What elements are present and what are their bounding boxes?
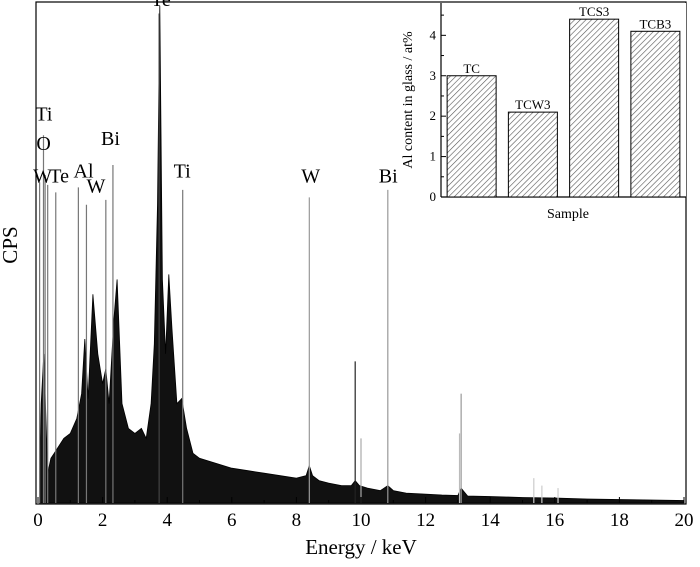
y-axis-title: CPS (0, 226, 22, 263)
peak-label: W (86, 175, 105, 197)
x-tick-label: 0 (33, 510, 43, 531)
x-tick-label: 8 (292, 510, 302, 531)
inset-bar (630, 30, 681, 198)
peak-label: Ti (35, 103, 53, 125)
peak-label: Ti (174, 160, 192, 182)
inset-y-tick-label: 0 (430, 189, 437, 204)
x-tick-label: 20 (675, 510, 694, 531)
inset-bar (507, 111, 558, 198)
inset-bar (446, 75, 497, 198)
inset-y-ticks-layer: 0 1 2 3 4 (430, 14, 446, 204)
inset-y-tick-label: 4 (430, 27, 437, 42)
inset-bar-label: TCB3 (639, 16, 671, 31)
peak-lines-layer (39, 13, 559, 503)
x-tick-label: 12 (416, 510, 435, 531)
peak-label: Te (49, 165, 69, 187)
inset-y-tick-label: 1 (430, 149, 437, 164)
x-tick-label: 14 (481, 510, 501, 531)
inset-bar (569, 18, 620, 198)
inset-bar-label: TCW3 (515, 97, 550, 112)
inset-bar-label: TC (463, 61, 480, 76)
spectrum-layer (39, 5, 685, 504)
inset-y-tick-label: 2 (430, 108, 437, 123)
x-tick-label: 18 (610, 510, 629, 531)
main-plot-frame (35, 1, 687, 505)
x-tick-label: 16 (545, 510, 564, 531)
x-tick-label: 2 (98, 510, 108, 531)
peak-label: Te (151, 0, 171, 11)
peak-label: Al (74, 160, 94, 182)
peak-label: W (301, 165, 320, 187)
x-tick-label: 6 (227, 510, 237, 531)
peak-label: W (33, 165, 52, 187)
inset-y-axis-title: Al content in glass / at% (401, 31, 416, 169)
peak-label: Bi (101, 128, 120, 150)
inset-bars-layer: TC TCW3 TCS3 TCB3 (446, 4, 681, 198)
x-tick-label: 4 (162, 510, 172, 531)
x-ticks-layer: 0 2 4 6 8 10 12 14 16 18 20 (33, 497, 694, 531)
inset-x-axis-title: Sample (547, 207, 589, 222)
x-tick-label: 10 (352, 510, 371, 531)
x-axis-title: Energy / keV (305, 535, 417, 559)
peak-label: O (36, 133, 50, 155)
inset-bar-label: TCS3 (579, 4, 609, 19)
inset-bar-chart: TC TCW3 TCS3 TCB3 0 1 2 3 4 Sample Al content i… (401, 3, 686, 222)
inset-y-tick-label: 3 (430, 68, 437, 83)
peak-label: Bi (379, 165, 398, 187)
spectrum-series (39, 5, 685, 504)
